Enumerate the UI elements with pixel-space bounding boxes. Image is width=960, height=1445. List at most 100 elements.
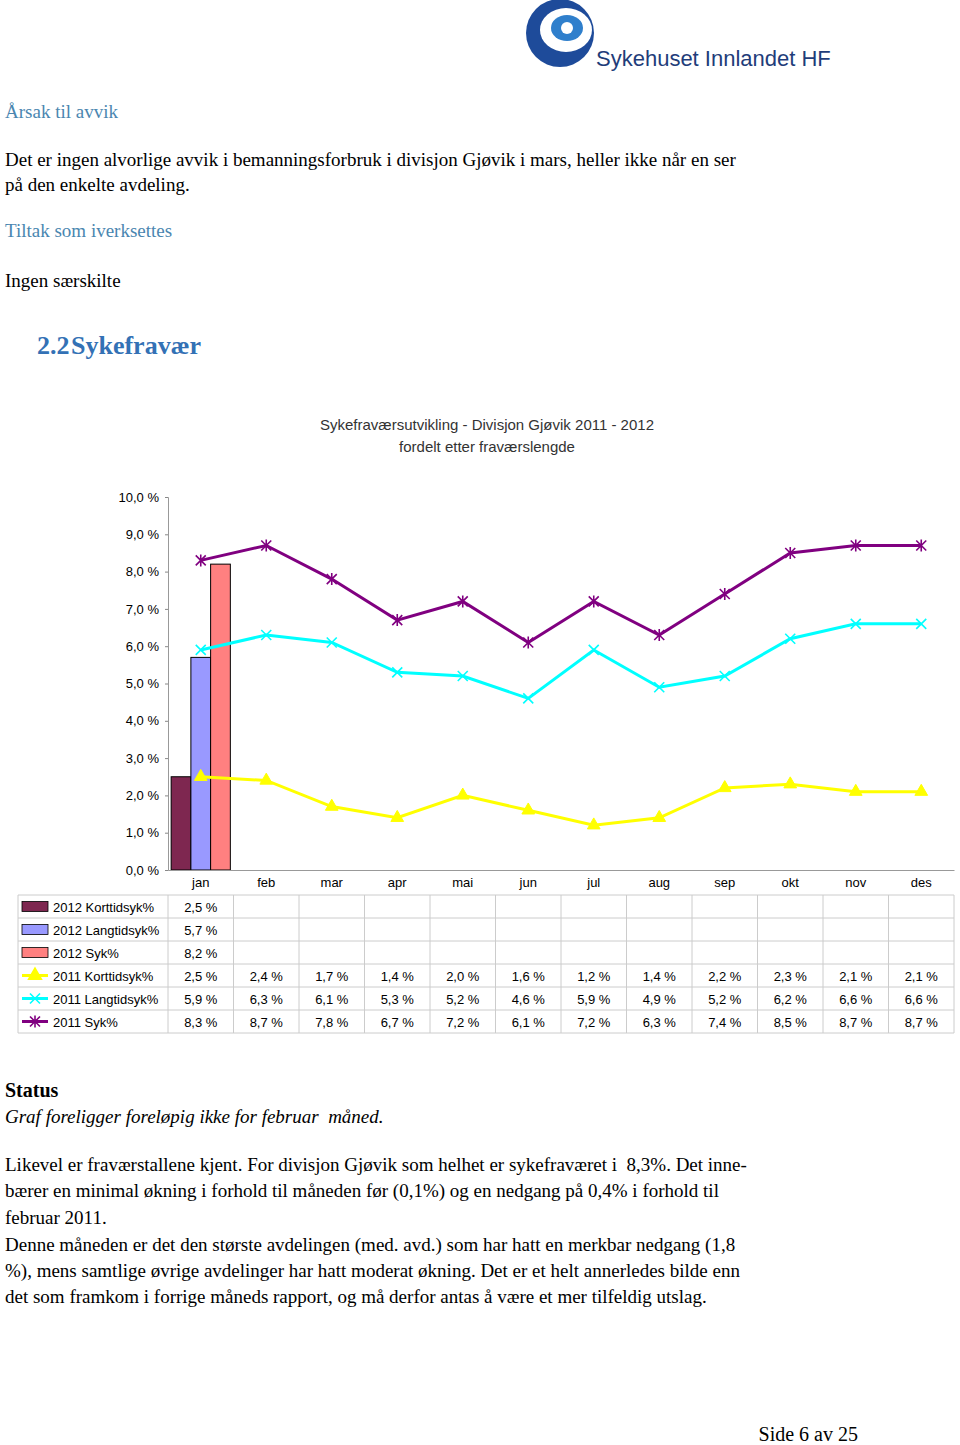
marker xyxy=(589,595,599,607)
x-tick-group: jun xyxy=(519,870,537,890)
marker xyxy=(458,595,468,607)
paragraph-line: februar 2011. xyxy=(5,1207,107,1228)
y-tick-label: 5,0 % xyxy=(126,676,160,691)
legend-label: 2012 Syk% xyxy=(53,946,119,961)
x-tick-label: mar xyxy=(321,875,344,890)
y-tick-label: 3,0 % xyxy=(126,751,160,766)
table-rule xyxy=(18,918,954,919)
y-tick xyxy=(165,684,168,685)
legend-label: 2011 Syk% xyxy=(53,1015,118,1030)
bar xyxy=(211,564,231,870)
y-tick-group: 4,0 % xyxy=(126,713,168,728)
data-label: 7,2 % xyxy=(446,1015,480,1030)
page: Sykehuset Innlandet HFÅrsak til avvikDet… xyxy=(0,0,960,1445)
data-label: 6,2 % xyxy=(774,992,808,1007)
y-tick-group: 5,0 % xyxy=(126,676,168,691)
table-rule xyxy=(888,895,889,1033)
table-rule xyxy=(18,895,954,896)
table-rule xyxy=(430,895,431,1033)
data-label: 4,6 % xyxy=(512,992,546,1007)
marker xyxy=(785,634,795,644)
table-rule xyxy=(18,941,954,942)
y-axis-line xyxy=(165,498,169,871)
y-tick-label: 4,0 % xyxy=(126,713,160,728)
table-rule xyxy=(18,987,954,988)
y-tick xyxy=(165,534,168,535)
logo-circle xyxy=(526,0,594,67)
y-tick-group: 8,0 % xyxy=(126,564,168,579)
y-tick xyxy=(165,721,168,722)
data-label: 8,5 % xyxy=(774,1015,808,1030)
series-line xyxy=(201,545,922,642)
y-tick xyxy=(165,870,168,871)
legend-label: 2012 Korttidsyk% xyxy=(53,900,155,915)
y-tick-group: 0,0 % xyxy=(126,863,168,878)
x-tick-group: mai xyxy=(452,870,473,890)
table-rule xyxy=(626,895,627,1033)
y-tick-label: 1,0 % xyxy=(126,825,160,840)
legend-label: 2011 Langtidsyk% xyxy=(53,992,159,1007)
x-tick-label: feb xyxy=(257,875,275,890)
data-label: 1,2 % xyxy=(577,969,611,984)
y-tick-group: 3,0 % xyxy=(126,751,168,766)
paragraph-line: på den enkelte avdeling. xyxy=(5,174,190,195)
data-label: 8,2 % xyxy=(184,946,218,961)
table-rule xyxy=(299,895,300,1033)
marker xyxy=(916,619,926,629)
page-canvas: Sykehuset Innlandet HFÅrsak til avvikDet… xyxy=(0,0,960,1445)
table-rule xyxy=(18,895,19,1033)
marker xyxy=(851,539,861,551)
y-tick xyxy=(165,497,168,498)
y-tick-group: 7,0 % xyxy=(126,602,168,617)
data-label: 6,7 % xyxy=(381,1015,415,1030)
marker xyxy=(458,671,468,681)
y-tick-group: 6,0 % xyxy=(126,639,168,654)
section-title: Sykefravær xyxy=(71,331,201,360)
table-rule xyxy=(233,895,234,1033)
marker xyxy=(522,803,535,814)
y-tick-label: 2,0 % xyxy=(126,788,160,803)
x-axis-line xyxy=(169,870,955,871)
logo-eye xyxy=(551,15,583,41)
paragraph-line: Denne måneden er det den største avdelin… xyxy=(5,1234,735,1256)
legend-key xyxy=(22,948,48,958)
y-tick-group: 1,0 % xyxy=(126,825,168,840)
data-label: 8,7 % xyxy=(839,1015,873,1030)
marker xyxy=(720,588,730,600)
y-tick xyxy=(165,646,168,647)
data-label: 4,9 % xyxy=(643,992,677,1007)
chart-subtitle: fordelt etter fraværslengde xyxy=(399,438,575,455)
series-line xyxy=(201,777,922,825)
marker xyxy=(261,539,271,551)
x-tick-label: apr xyxy=(388,875,407,890)
x-tick-group: jul xyxy=(586,870,600,890)
y-tick-label: 7,0 % xyxy=(126,602,160,617)
marker xyxy=(784,777,797,788)
data-label: 2,2 % xyxy=(708,969,742,984)
legend-key-marker xyxy=(30,1016,40,1028)
bar xyxy=(171,777,191,870)
table-rule xyxy=(18,1010,954,1011)
marker xyxy=(654,629,664,641)
paragraph-line: det som framkom i forrige måneds rapport… xyxy=(5,1286,707,1307)
data-label: 6,6 % xyxy=(839,992,873,1007)
data-label: 7,4 % xyxy=(708,1015,742,1030)
paragraph-line: %), mens samtlige øvrige avdelinger har … xyxy=(5,1260,740,1282)
x-tick-group: apr xyxy=(388,870,407,890)
marker xyxy=(587,818,600,829)
x-tick-label: sep xyxy=(714,875,735,890)
plot-marks xyxy=(171,539,927,870)
paragraph-line: Likevel er fraværstallene kjent. For div… xyxy=(5,1154,747,1175)
data-label: 2,0 % xyxy=(446,969,480,984)
x-tick-label: des xyxy=(911,875,932,890)
section-heading: Årsak til avvik xyxy=(5,101,118,122)
data-label: 1,4 % xyxy=(643,969,677,984)
y-tick-group: 2,0 % xyxy=(126,788,168,803)
y-tick-label: 9,0 % xyxy=(126,527,160,542)
data-label: 7,2 % xyxy=(577,1015,611,1030)
marker xyxy=(915,784,928,795)
x-tick-group: feb xyxy=(257,870,275,890)
table-rule xyxy=(692,895,693,1033)
paragraph-line: Det er ingen alvorlige avvik i bemanning… xyxy=(5,149,736,170)
marker xyxy=(589,645,599,655)
